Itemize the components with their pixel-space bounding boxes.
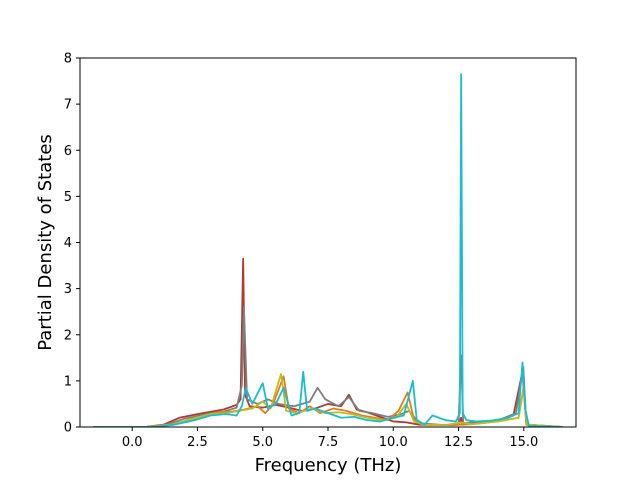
series-line-5 <box>93 73 563 427</box>
x-tick-label: 2.5 <box>187 435 208 450</box>
y-tick-label: 1 <box>64 374 72 389</box>
x-tick-label: 0.0 <box>122 435 143 450</box>
series-layer <box>93 73 564 427</box>
y-tick-label: 7 <box>64 98 72 113</box>
y-axis-label: Partial Density of States <box>35 134 56 351</box>
x-axis: 0.0 2.5 5.0 7.5 10.0 12.5 15.0 <box>122 427 538 450</box>
y-axis: 0 1 2 3 4 5 6 7 8 <box>64 52 80 436</box>
series-line-4 <box>93 373 564 427</box>
y-tick-label: 4 <box>64 236 72 251</box>
y-tick-label: 3 <box>64 282 72 297</box>
x-tick-label: 10.0 <box>379 435 408 450</box>
x-tick-label: 15.0 <box>509 435 538 450</box>
y-tick-label: 6 <box>64 144 72 159</box>
plot-area <box>80 58 576 427</box>
x-tick-label: 5.0 <box>252 435 273 450</box>
x-tick-label: 7.5 <box>318 435 339 450</box>
y-tick-label: 8 <box>64 52 72 67</box>
y-tick-label: 5 <box>64 190 72 205</box>
y-tick-label: 2 <box>64 328 72 343</box>
x-tick-label: 12.5 <box>444 435 473 450</box>
x-axis-label: Frequency (THz) <box>255 455 402 476</box>
series-line-3 <box>93 375 564 427</box>
y-tick-label: 0 <box>64 421 72 436</box>
